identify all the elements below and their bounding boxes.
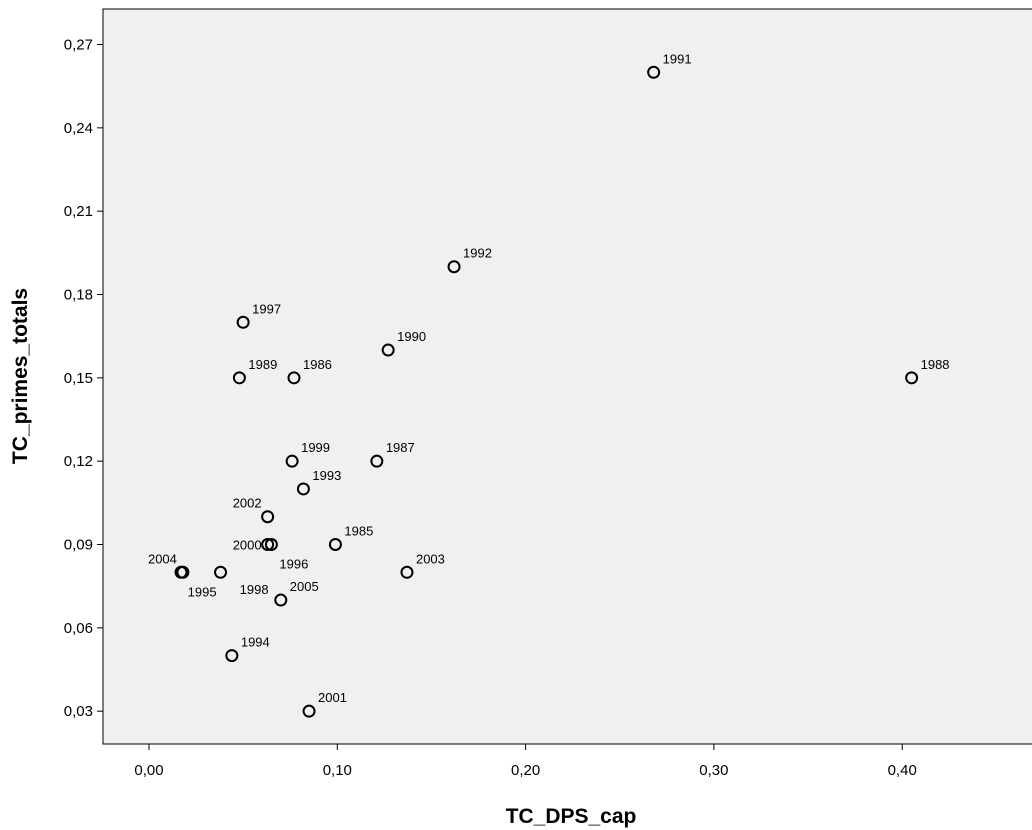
data-point (287, 371, 301, 385)
data-point (225, 649, 239, 663)
plot-area (102, 8, 1032, 745)
point-label: 1990 (397, 329, 426, 344)
data-point (285, 454, 299, 468)
data-point (296, 482, 310, 496)
y-tick-label: 0,21 (64, 203, 93, 220)
data-point (381, 343, 395, 357)
y-tick-label: 0,09 (64, 537, 93, 554)
data-point (370, 454, 384, 468)
point-label: 2001 (318, 690, 347, 705)
point-label: 1994 (241, 635, 270, 650)
point-label: 2005 (290, 579, 319, 594)
data-point (274, 593, 288, 607)
data-point (264, 538, 278, 552)
data-point (214, 565, 228, 579)
x-tick-label: 0,40 (888, 762, 917, 779)
data-point (328, 538, 342, 552)
point-label: 2004 (148, 551, 177, 566)
data-point (647, 65, 661, 79)
y-tick-label: 0,18 (64, 287, 93, 304)
point-label: 1995 (188, 584, 217, 599)
point-label: 1987 (386, 440, 415, 455)
data-point (302, 704, 316, 718)
point-label: 1992 (463, 246, 492, 261)
y-tick-label: 0,27 (64, 37, 93, 54)
point-label: 2000 (233, 538, 262, 553)
x-axis: 0,00 0,10 0,20 0,30 0,40 (134, 744, 917, 779)
x-tick-label: 0,10 (323, 762, 352, 779)
data-point (236, 315, 250, 329)
y-tick-label: 0,24 (64, 120, 93, 137)
point-label: 1985 (344, 524, 373, 539)
point-label: 1986 (303, 357, 332, 372)
data-point (400, 565, 414, 579)
x-tick-label: 0,00 (134, 762, 163, 779)
data-point (447, 260, 461, 274)
point-label: 2003 (416, 551, 445, 566)
x-tick-label: 0,20 (511, 762, 540, 779)
point-label: 2002 (233, 496, 262, 511)
x-tick-label: 0,30 (699, 762, 728, 779)
point-label: 1998 (240, 582, 269, 597)
point-label: 1991 (663, 51, 692, 66)
data-point (261, 538, 275, 552)
data-point (261, 510, 275, 524)
point-label: 1999 (301, 440, 330, 455)
data-point (905, 371, 919, 385)
data-point (232, 371, 246, 385)
y-tick-label: 0,03 (64, 703, 93, 720)
y-axis-title: TC_primes_totals (9, 288, 32, 464)
y-axis: 0,03 0,06 0,09 0,12 0,15 0,18 0,21 0,24 0,27 (64, 37, 103, 720)
point-label: 1996 (279, 557, 308, 572)
y-tick-label: 0,12 (64, 453, 93, 470)
point-label: 1989 (248, 357, 277, 372)
data-points: 1985 1986 1987 1988 1989 1990 1991 1992 1993 1994… (148, 51, 950, 718)
point-label: 1997 (252, 301, 281, 316)
y-tick-label: 0,06 (64, 620, 93, 637)
y-tick-label: 0,15 (64, 370, 93, 387)
data-point (176, 565, 190, 579)
x-axis-title: TC_DPS_cap (506, 805, 637, 828)
point-label: 1993 (312, 468, 341, 483)
point-label: 1988 (921, 357, 950, 372)
